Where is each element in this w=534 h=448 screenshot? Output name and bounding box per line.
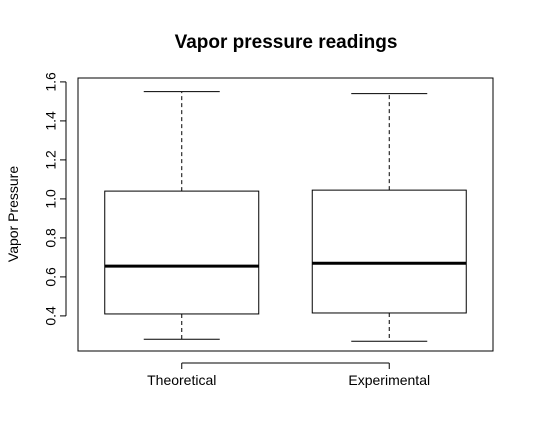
iqr-box: [104, 190, 260, 315]
y-axis-label: Vapor Pressure: [5, 166, 21, 262]
y-tick-label: 1.4: [43, 111, 59, 131]
x-tick-label: Experimental: [348, 372, 430, 388]
iqr-box: [311, 189, 467, 314]
x-tick-label: Theoretical: [147, 372, 216, 388]
box-group: [104, 91, 467, 342]
y-tick-label: 1.2: [43, 150, 59, 170]
chart-title: Vapor pressure readings: [175, 32, 398, 53]
x-axis: Theoretical Experimental: [147, 362, 430, 388]
y-axis: 0.4 0.6 0.8 1.0 1.2 1.4 1.6: [43, 72, 67, 326]
box-experimental: [311, 93, 467, 342]
plot-frame: [77, 77, 494, 352]
y-tick-label: 1.6: [43, 72, 59, 92]
y-tick-label: 0.6: [43, 267, 59, 287]
box-theoretical: [104, 91, 260, 340]
y-tick-label: 1.0: [43, 189, 59, 209]
y-tick-label: 0.4: [43, 306, 59, 326]
y-tick-label: 0.8: [43, 228, 59, 248]
